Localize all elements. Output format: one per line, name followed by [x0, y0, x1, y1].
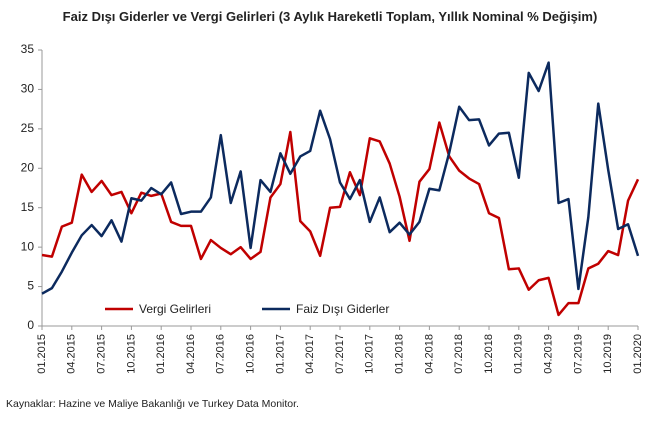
x-tick-label: 04.2018: [423, 334, 435, 374]
y-tick-label: 0: [27, 318, 34, 332]
x-tick-label: 07.2019: [572, 334, 584, 374]
y-tick-label: 5: [27, 279, 34, 293]
x-tick-label: 07.2015: [96, 334, 108, 374]
series-line: [41, 61, 640, 295]
legend-label: Faiz Dışı Giderler: [296, 302, 389, 316]
series-line: [41, 121, 640, 317]
x-tick-label: 07.2017: [334, 334, 346, 374]
x-tick-label: 10.2017: [364, 334, 376, 374]
x-tick-label: 10.2018: [483, 334, 495, 374]
x-tick-label: 01.2016: [155, 334, 167, 374]
y-tick-label: 20: [21, 160, 35, 174]
x-tick-label: 10.2016: [245, 334, 257, 374]
x-tick-label: 04.2016: [185, 334, 197, 374]
y-tick-label: 15: [21, 200, 35, 214]
x-tick-label: 07.2018: [453, 334, 465, 374]
y-tick-label: 25: [21, 121, 35, 135]
x-tick-label: 01.2019: [513, 334, 525, 374]
x-tick-label: 04.2015: [66, 334, 78, 374]
source-note: Kaynaklar: Hazine ve Maliye Bakanlığı ve…: [6, 398, 299, 410]
x-tick-label: 01.2017: [274, 334, 286, 374]
x-tick-label: 04.2017: [304, 334, 316, 374]
x-tick-label: 01.2020: [632, 334, 644, 374]
x-tick-label: 10.2015: [125, 334, 137, 374]
chart-title: Faiz Dışı Giderler ve Vergi Gelirleri (3…: [62, 9, 598, 24]
x-tick-label: 01.2018: [394, 334, 406, 374]
y-tick-label: 30: [21, 82, 35, 96]
x-tick-label: 01.2015: [36, 334, 48, 374]
legend-label: Vergi Gelirleri: [139, 302, 211, 316]
x-tick-label: 10.2019: [602, 334, 614, 374]
x-tick-label: 04.2019: [543, 334, 555, 374]
y-tick-label: 35: [21, 42, 35, 56]
y-tick-label: 10: [21, 239, 35, 253]
x-tick-label: 07.2016: [215, 334, 227, 374]
